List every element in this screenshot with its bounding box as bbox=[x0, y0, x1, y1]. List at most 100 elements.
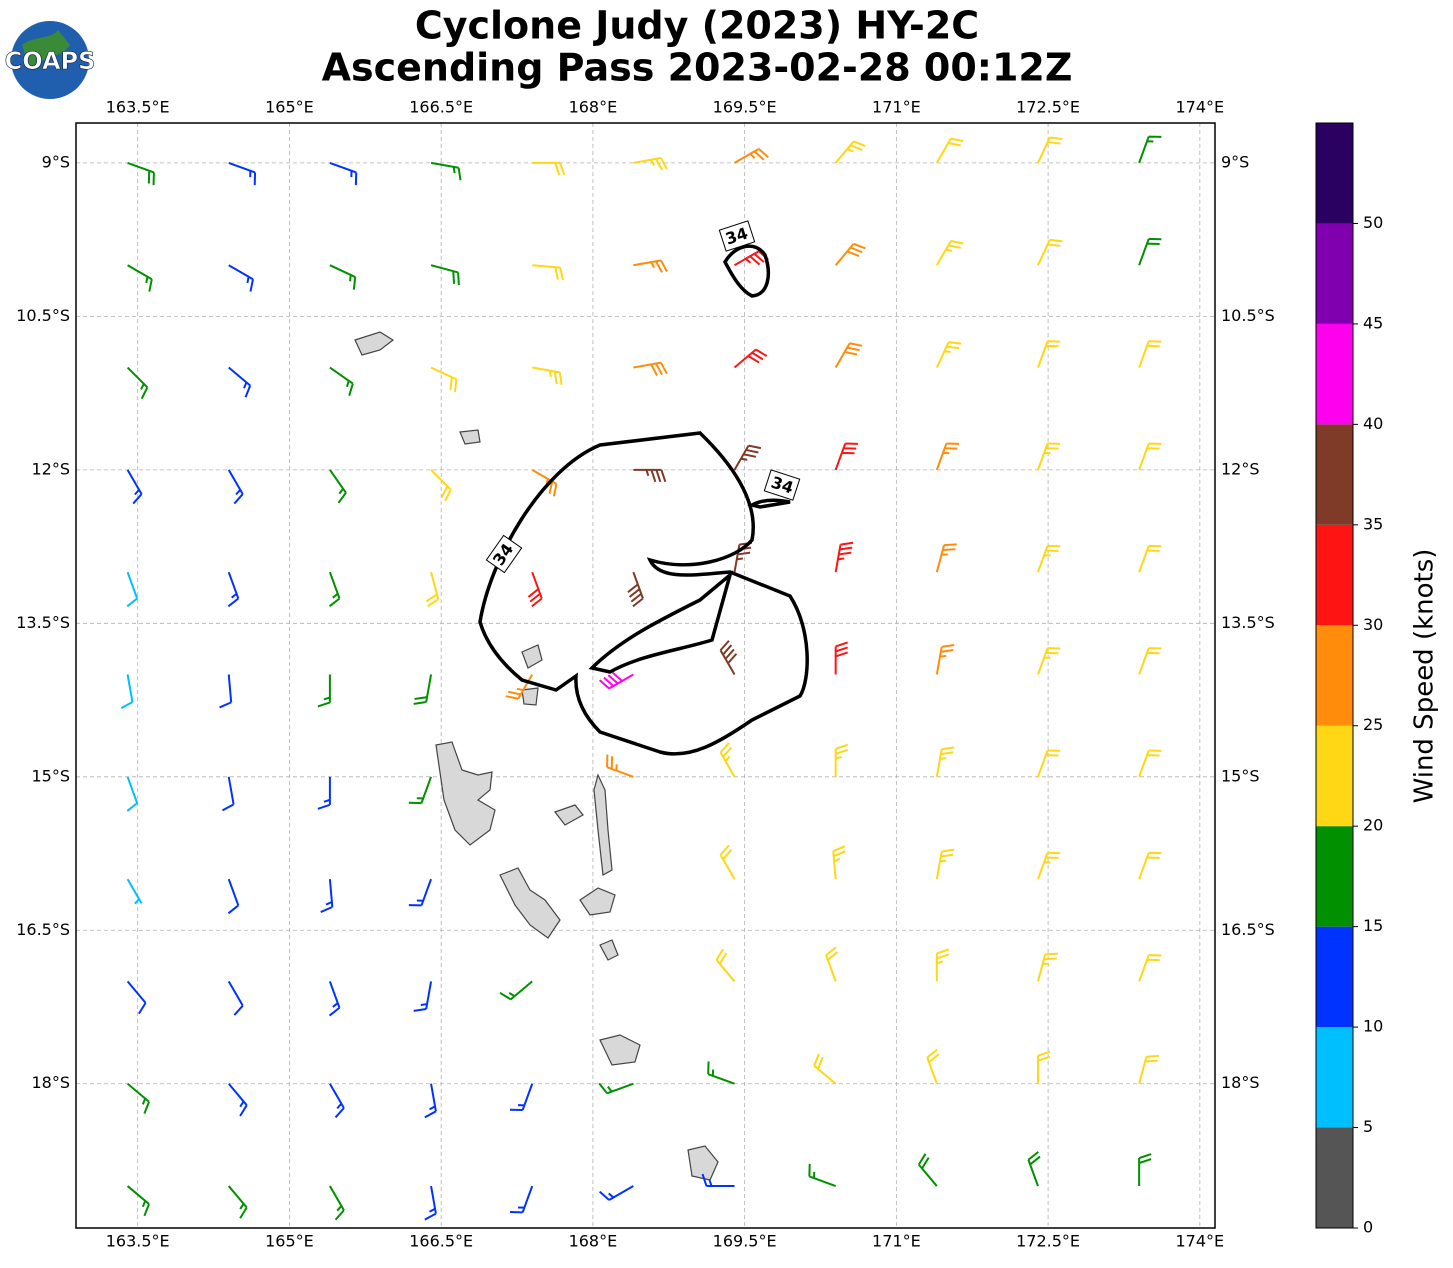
wind-barb bbox=[917, 1153, 938, 1187]
grid bbox=[76, 123, 1215, 1228]
contour-line bbox=[722, 244, 770, 298]
wind-barb bbox=[532, 264, 565, 281]
wind-barb bbox=[633, 157, 668, 171]
wind-barb bbox=[633, 259, 668, 273]
wind-barb bbox=[531, 468, 558, 497]
colorbar-bin bbox=[1316, 1027, 1353, 1128]
wind-barb bbox=[1037, 851, 1061, 880]
contour-label-box bbox=[718, 220, 756, 252]
wind-barb bbox=[424, 1083, 437, 1119]
wind-barb bbox=[1037, 749, 1061, 778]
wind-barb bbox=[227, 980, 244, 1016]
wind-barb bbox=[834, 641, 848, 675]
wind-barb bbox=[1037, 544, 1061, 573]
wind-barb bbox=[1037, 442, 1061, 471]
colorbar: 0 5 10 15 20 25 30 35 40 45 50 bbox=[1315, 122, 1383, 1237]
x-tick-label: 165°E bbox=[265, 1232, 314, 1251]
wind-barb bbox=[227, 878, 240, 915]
wind-barb bbox=[834, 541, 854, 573]
wind-barb bbox=[227, 571, 240, 608]
wind-barb bbox=[329, 366, 354, 397]
y-tick-label: 15°S bbox=[1221, 766, 1260, 785]
wind-barb bbox=[1138, 442, 1162, 471]
wind-barb bbox=[1037, 647, 1061, 675]
map-frame bbox=[75, 122, 1216, 1229]
island bbox=[554, 804, 584, 826]
logo-text: COAPS bbox=[5, 47, 96, 75]
wind-barb bbox=[320, 879, 334, 913]
wind-barb bbox=[430, 161, 462, 181]
colorbar-bin bbox=[1316, 123, 1353, 224]
wind-barb bbox=[317, 776, 331, 810]
wind-barb bbox=[227, 1185, 248, 1219]
island bbox=[579, 887, 616, 916]
wind-barb bbox=[715, 948, 736, 983]
wind-barb bbox=[1037, 136, 1063, 164]
y-tick-label: 10.5°S bbox=[1221, 306, 1275, 325]
wind-barb bbox=[228, 264, 254, 292]
wind-barb bbox=[228, 161, 257, 186]
y-tick-label: 10.5°S bbox=[16, 306, 70, 325]
wind-barb bbox=[126, 878, 143, 905]
wind-barb bbox=[834, 140, 866, 164]
wind-barb bbox=[430, 469, 452, 502]
wind-barb bbox=[733, 348, 768, 369]
wind-barb bbox=[532, 366, 563, 386]
y-tick-label: 16.5°S bbox=[1221, 920, 1275, 939]
wind-barb bbox=[126, 469, 143, 505]
colorbar-tick-label: 45 bbox=[1363, 313, 1383, 332]
wind-barb bbox=[834, 442, 858, 471]
colorbar-tick-label: 30 bbox=[1363, 615, 1383, 634]
y-tick-label: 9°S bbox=[1221, 152, 1249, 171]
wind-barb bbox=[1138, 340, 1162, 368]
colorbar-tick-label: 40 bbox=[1363, 414, 1383, 433]
wind-barb bbox=[825, 946, 839, 982]
wind-barb bbox=[509, 1083, 534, 1112]
island bbox=[499, 867, 561, 939]
colorbar-bin bbox=[1316, 524, 1353, 626]
wind-barb bbox=[707, 1061, 735, 1085]
wind-barb bbox=[1138, 135, 1162, 164]
wind-barb bbox=[1138, 1054, 1160, 1084]
colorbar-tick-label: 50 bbox=[1363, 213, 1383, 232]
y-tick-label: 16.5°S bbox=[16, 920, 70, 939]
wind-barb bbox=[127, 161, 155, 186]
wind-barb bbox=[1036, 1050, 1051, 1084]
x-tick-label: 168°E bbox=[569, 98, 618, 117]
wind-barb bbox=[127, 264, 153, 292]
colorbar-tick-label: 0 bbox=[1363, 1218, 1373, 1237]
island bbox=[521, 644, 543, 669]
wind-barb bbox=[633, 361, 668, 377]
island bbox=[599, 939, 619, 961]
wind-barb bbox=[935, 239, 964, 266]
wind-barb bbox=[222, 776, 235, 812]
contour-34 bbox=[478, 244, 809, 756]
wind-barb bbox=[813, 1053, 837, 1085]
wind-barb bbox=[328, 571, 341, 608]
colorbar-bin bbox=[1316, 323, 1353, 425]
wind-barb bbox=[126, 776, 139, 812]
wind-barb bbox=[228, 366, 252, 398]
wind-barbs bbox=[120, 135, 1162, 1221]
island bbox=[599, 1034, 641, 1066]
wind-barb bbox=[126, 571, 139, 608]
axes: 163.5°E 163.5°E 165°E 165°E 166.5°E 166.5°E 16… bbox=[16, 98, 1275, 1251]
wind-barb bbox=[1138, 1153, 1152, 1187]
colorbar-bin bbox=[1316, 826, 1353, 927]
wind-barb bbox=[1138, 954, 1162, 982]
wind-barb bbox=[329, 1083, 345, 1119]
wind-barb bbox=[499, 980, 533, 1001]
wind-barb bbox=[532, 161, 566, 176]
wind-barb bbox=[935, 543, 957, 573]
colorbar-tick-label: 25 bbox=[1363, 715, 1383, 734]
wind-barb bbox=[227, 1083, 248, 1117]
colorbar-tick-label: 15 bbox=[1363, 916, 1383, 935]
wind-barb bbox=[935, 848, 955, 880]
chart-title: Cyclone Judy (2023) HY-2C bbox=[415, 4, 979, 48]
contour-labels: 34 34 34 bbox=[485, 220, 801, 574]
contour-label-box bbox=[763, 469, 801, 501]
colorbar-frame bbox=[1315, 122, 1354, 1229]
x-tick-label: 174°E bbox=[1175, 1232, 1224, 1251]
x-tick-label: 169.5°E bbox=[713, 1232, 777, 1251]
